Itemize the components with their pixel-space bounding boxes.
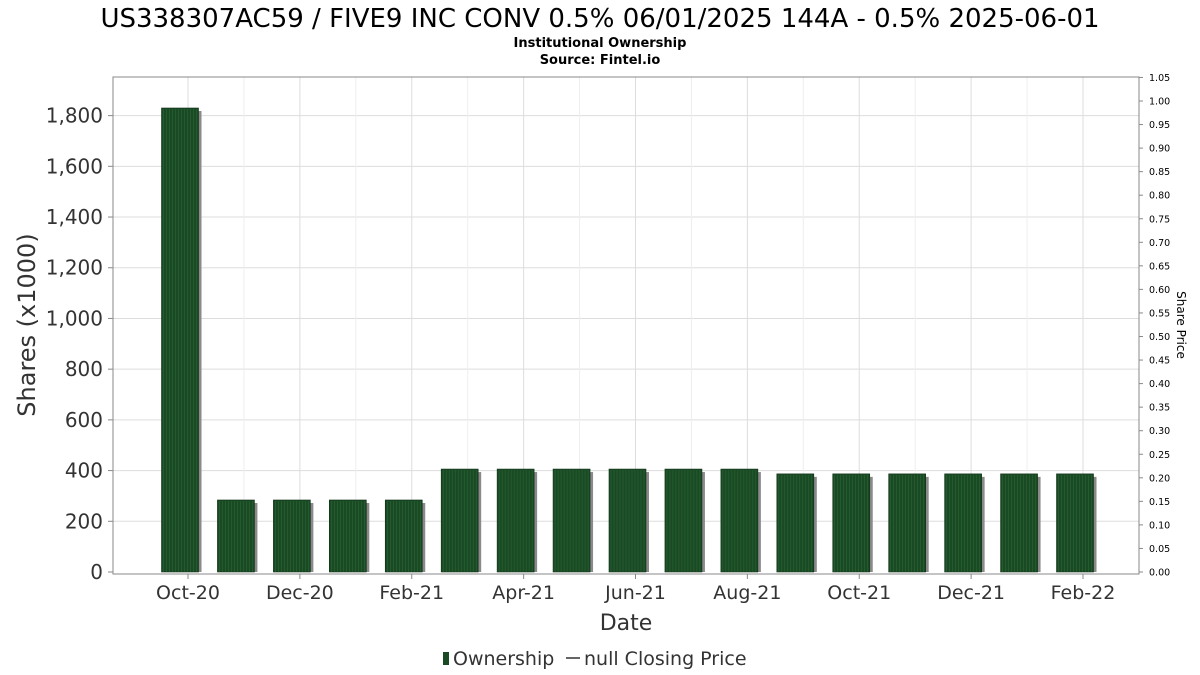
x-tick-label: Dec-20: [266, 582, 334, 604]
ownership-bar: [217, 499, 255, 573]
y-tick-label: 1,600: [46, 154, 103, 178]
ownership-bar: [1056, 473, 1094, 573]
y-tick-label: 200: [65, 509, 103, 533]
x-tick-label: Apr-21: [492, 582, 555, 604]
plot-frame: [112, 76, 1140, 575]
y2-tick-label: 0.55: [1149, 308, 1170, 319]
y2-tick-label: 0.40: [1149, 379, 1170, 390]
ownership-bar: [888, 473, 926, 573]
legend-ownership-label: Ownership: [453, 648, 554, 670]
y2-tick-label: 0.75: [1149, 214, 1170, 225]
x-tick-label: Jun-21: [604, 582, 666, 604]
x-tick-label: Oct-21: [827, 582, 891, 604]
legend-price-label: null Closing Price: [584, 648, 747, 670]
x-axis-ticks: Oct-20 Dec-20 Feb-21 Apr-21 Jun-21 Aug-21 Oct-…: [156, 574, 1115, 604]
y2-tick-label: 0.65: [1149, 261, 1170, 272]
y2-axis-ticks: 0.00 0.05 0.10 0.15 0.20 0.25 0.30 0.35 0.40 0.45…: [1139, 73, 1170, 579]
ownership-bar: [776, 473, 815, 573]
y-axis-label: Shares (x1000): [13, 233, 41, 416]
x-tick-label: Feb-21: [379, 582, 444, 604]
y-tick-label: 1,000: [46, 306, 103, 330]
y2-tick-label: 0.10: [1149, 520, 1170, 531]
y-tick-label: 1,800: [46, 104, 103, 128]
ownership-bar: [161, 107, 199, 573]
x-tick-label: Aug-21: [713, 582, 781, 604]
chart-subtitle: Institutional Ownership: [514, 36, 687, 51]
ownership-bar: [273, 499, 311, 573]
y-tick-label: 1,200: [46, 256, 103, 280]
chart-title: US338307AC59 / FIVE9 INC CONV 0.5% 06/01…: [100, 4, 1099, 34]
ownership-bar: [832, 473, 871, 573]
y2-tick-label: 0.90: [1149, 144, 1170, 155]
ownership-bar: [664, 468, 703, 573]
y2-tick-label: 0.70: [1149, 238, 1170, 249]
y2-tick-label: 0.80: [1149, 191, 1170, 202]
y2-tick-label: 0.35: [1149, 403, 1170, 414]
y2-axis-label: Share Price: [1174, 291, 1188, 359]
x-tick-label: Oct-20: [156, 582, 220, 604]
y2-tick-label: 0.45: [1149, 356, 1170, 367]
ownership-bar: [440, 468, 479, 573]
y-tick-label: 400: [65, 459, 103, 483]
y2-tick-label: 0.05: [1149, 544, 1170, 555]
bars: [161, 107, 1097, 573]
ownership-bar: [608, 468, 647, 573]
y2-tick-label: 1.05: [1149, 73, 1170, 84]
ownership-bar: [384, 499, 423, 573]
ownership-bar: [329, 499, 367, 573]
y-axis-ticks: 0 200 400 600 800 1,000 1,200 1,400 1,600 1,800: [46, 104, 113, 584]
y-tick-label: 1,400: [46, 205, 103, 229]
ownership-bar: [944, 473, 982, 573]
ownership-bar: [1000, 473, 1038, 573]
y2-tick-label: 0.50: [1149, 332, 1170, 343]
y2-tick-label: 1.00: [1149, 97, 1170, 108]
x-tick-label: Feb-22: [1051, 582, 1116, 604]
y2-tick-label: 0.30: [1149, 426, 1170, 437]
y2-tick-label: 0.25: [1149, 450, 1170, 461]
x-tick-label: Dec-21: [937, 582, 1005, 604]
y2-tick-label: 0.15: [1149, 497, 1170, 508]
chart-source: Source: Fintel.io: [540, 53, 661, 68]
y2-tick-label: 0.60: [1149, 285, 1170, 296]
y2-tick-label: 0.95: [1149, 120, 1170, 131]
y2-tick-label: 0.85: [1149, 167, 1170, 178]
ownership-bar: [552, 468, 591, 573]
y2-tick-label: 0.00: [1149, 568, 1170, 579]
ownership-bar: [496, 468, 535, 573]
x-axis-label: Date: [600, 611, 653, 636]
y-tick-label: 800: [65, 357, 103, 381]
legend-ownership-swatch: [443, 652, 449, 665]
y-tick-label: 0: [90, 560, 103, 584]
y-tick-label: 600: [65, 408, 103, 432]
y2-tick-label: 0.20: [1149, 473, 1170, 484]
ownership-bar: [720, 468, 759, 573]
legend: Ownership null Closing Price: [443, 648, 747, 670]
